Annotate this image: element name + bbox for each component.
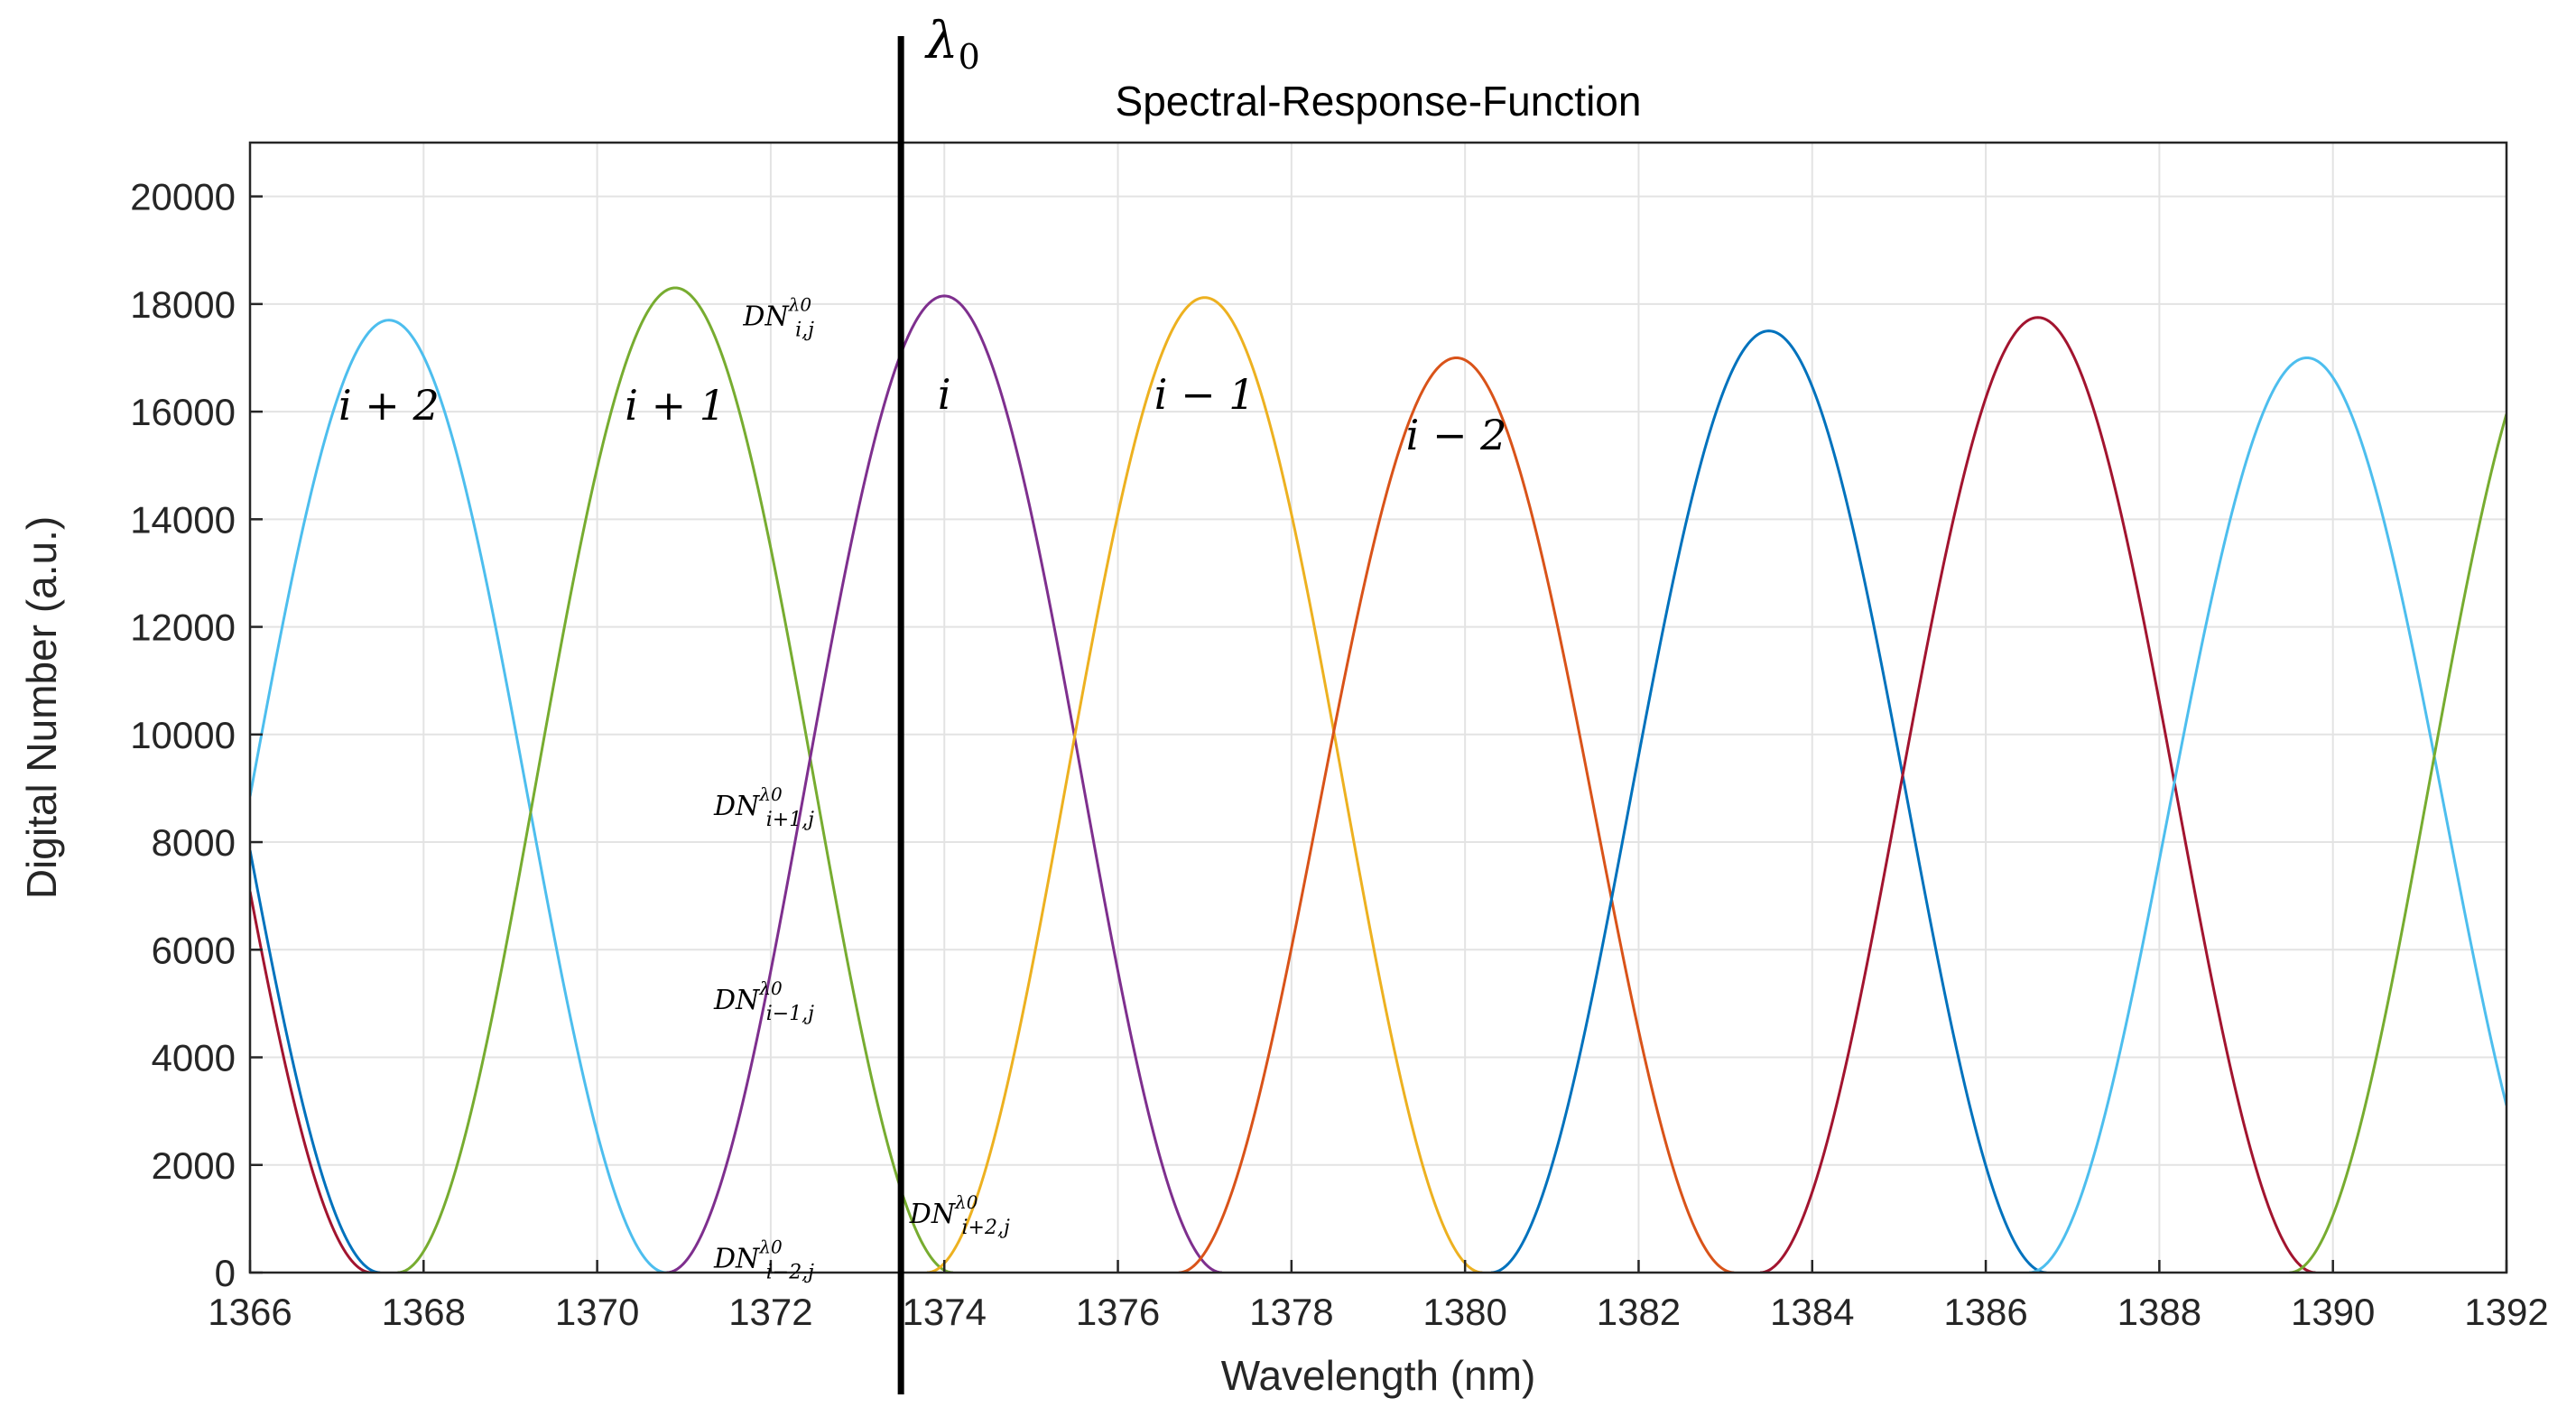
y-tick-label: 8000	[152, 821, 236, 864]
y-tick-label: 16000	[130, 391, 236, 433]
curve-label: i + 2	[338, 381, 440, 430]
x-tick-label: 1374	[903, 1291, 987, 1333]
y-axis-title: Digital Number (a.u.)	[18, 516, 65, 899]
x-tick-label: 1392	[2464, 1291, 2548, 1333]
dn-label: DNλ0 i,j	[742, 294, 814, 342]
curve-label: i + 1	[625, 381, 726, 430]
dn-label: DNλ0 i+1,j	[713, 783, 814, 831]
y-tick-label: 2000	[152, 1144, 236, 1187]
curve-label: i	[938, 370, 951, 419]
y-tick-label: 10000	[130, 714, 236, 756]
y-tick-label: 0	[215, 1252, 236, 1294]
dn-label: DNλ0 i+2,j	[909, 1191, 1010, 1239]
x-tick-label: 1382	[1597, 1291, 1681, 1333]
y-tick-label: 20000	[130, 176, 236, 218]
dn-label: DNλ0 i−1,j	[713, 977, 814, 1025]
series-line-i-6	[2289, 413, 2507, 1273]
series-line-i+2	[250, 319, 667, 1273]
plot-background	[250, 143, 2507, 1273]
chart-title: Spectral-Response-Function	[1116, 78, 1642, 125]
x-tick-label: 1388	[2117, 1291, 2201, 1333]
dn-labels: DNλ0 i,j DNλ0 i+1,j DNλ0 i−1,j DNλ0 i+2,j DNλ0 i−…	[713, 294, 1010, 1284]
x-tick-label: 1368	[382, 1291, 466, 1333]
curve-label: i − 1	[1154, 370, 1256, 419]
series-line-i	[666, 294, 1222, 1273]
reference-line-group: λ0	[897, 12, 980, 1394]
dn-label: DNλ0 i−2,j	[713, 1236, 814, 1284]
x-tick-label: 1366	[208, 1291, 292, 1333]
y-tick-label: 4000	[152, 1037, 236, 1079]
series-line-i+1	[397, 286, 953, 1273]
y-tick-label: 18000	[130, 283, 236, 326]
series-line-i-2	[1178, 356, 1735, 1273]
x-tick-label: 1370	[555, 1291, 639, 1333]
x-tick-label: 1376	[1076, 1291, 1160, 1333]
x-tick-label: 1378	[1249, 1291, 1333, 1333]
x-tick-label: 1380	[1422, 1291, 1506, 1333]
series-curves	[250, 286, 2507, 1273]
x-tick-label: 1390	[2291, 1291, 2375, 1333]
series-line-i+4	[250, 849, 381, 1273]
series-line-i-1	[926, 296, 1483, 1273]
series-line-i-5	[2029, 356, 2507, 1273]
series-line-i+3	[250, 891, 372, 1273]
series-line-i-4	[1760, 316, 2316, 1273]
series-line-i-3	[1490, 329, 2047, 1273]
axis-ticks: 1366 1368 1370 1372 1374 1376 1378 1380 1382 1384…	[130, 176, 2549, 1333]
plot-frame	[248, 141, 2508, 1274]
x-axis-title: Wavelength (nm)	[1221, 1352, 1536, 1399]
x-tick-label: 1386	[1943, 1291, 2027, 1333]
y-tick-label: 6000	[152, 929, 236, 971]
x-tick-label: 1384	[1770, 1291, 1854, 1333]
x-tick-label: 1372	[728, 1291, 812, 1333]
y-tick-label: 14000	[130, 498, 236, 541]
lambda0-label: λ0	[924, 12, 980, 77]
curve-label: i − 2	[1406, 411, 1507, 459]
curve-labels: i + 2 i + 1 i i − 1 i − 2	[338, 370, 1506, 459]
y-tick-label: 12000	[130, 607, 236, 649]
